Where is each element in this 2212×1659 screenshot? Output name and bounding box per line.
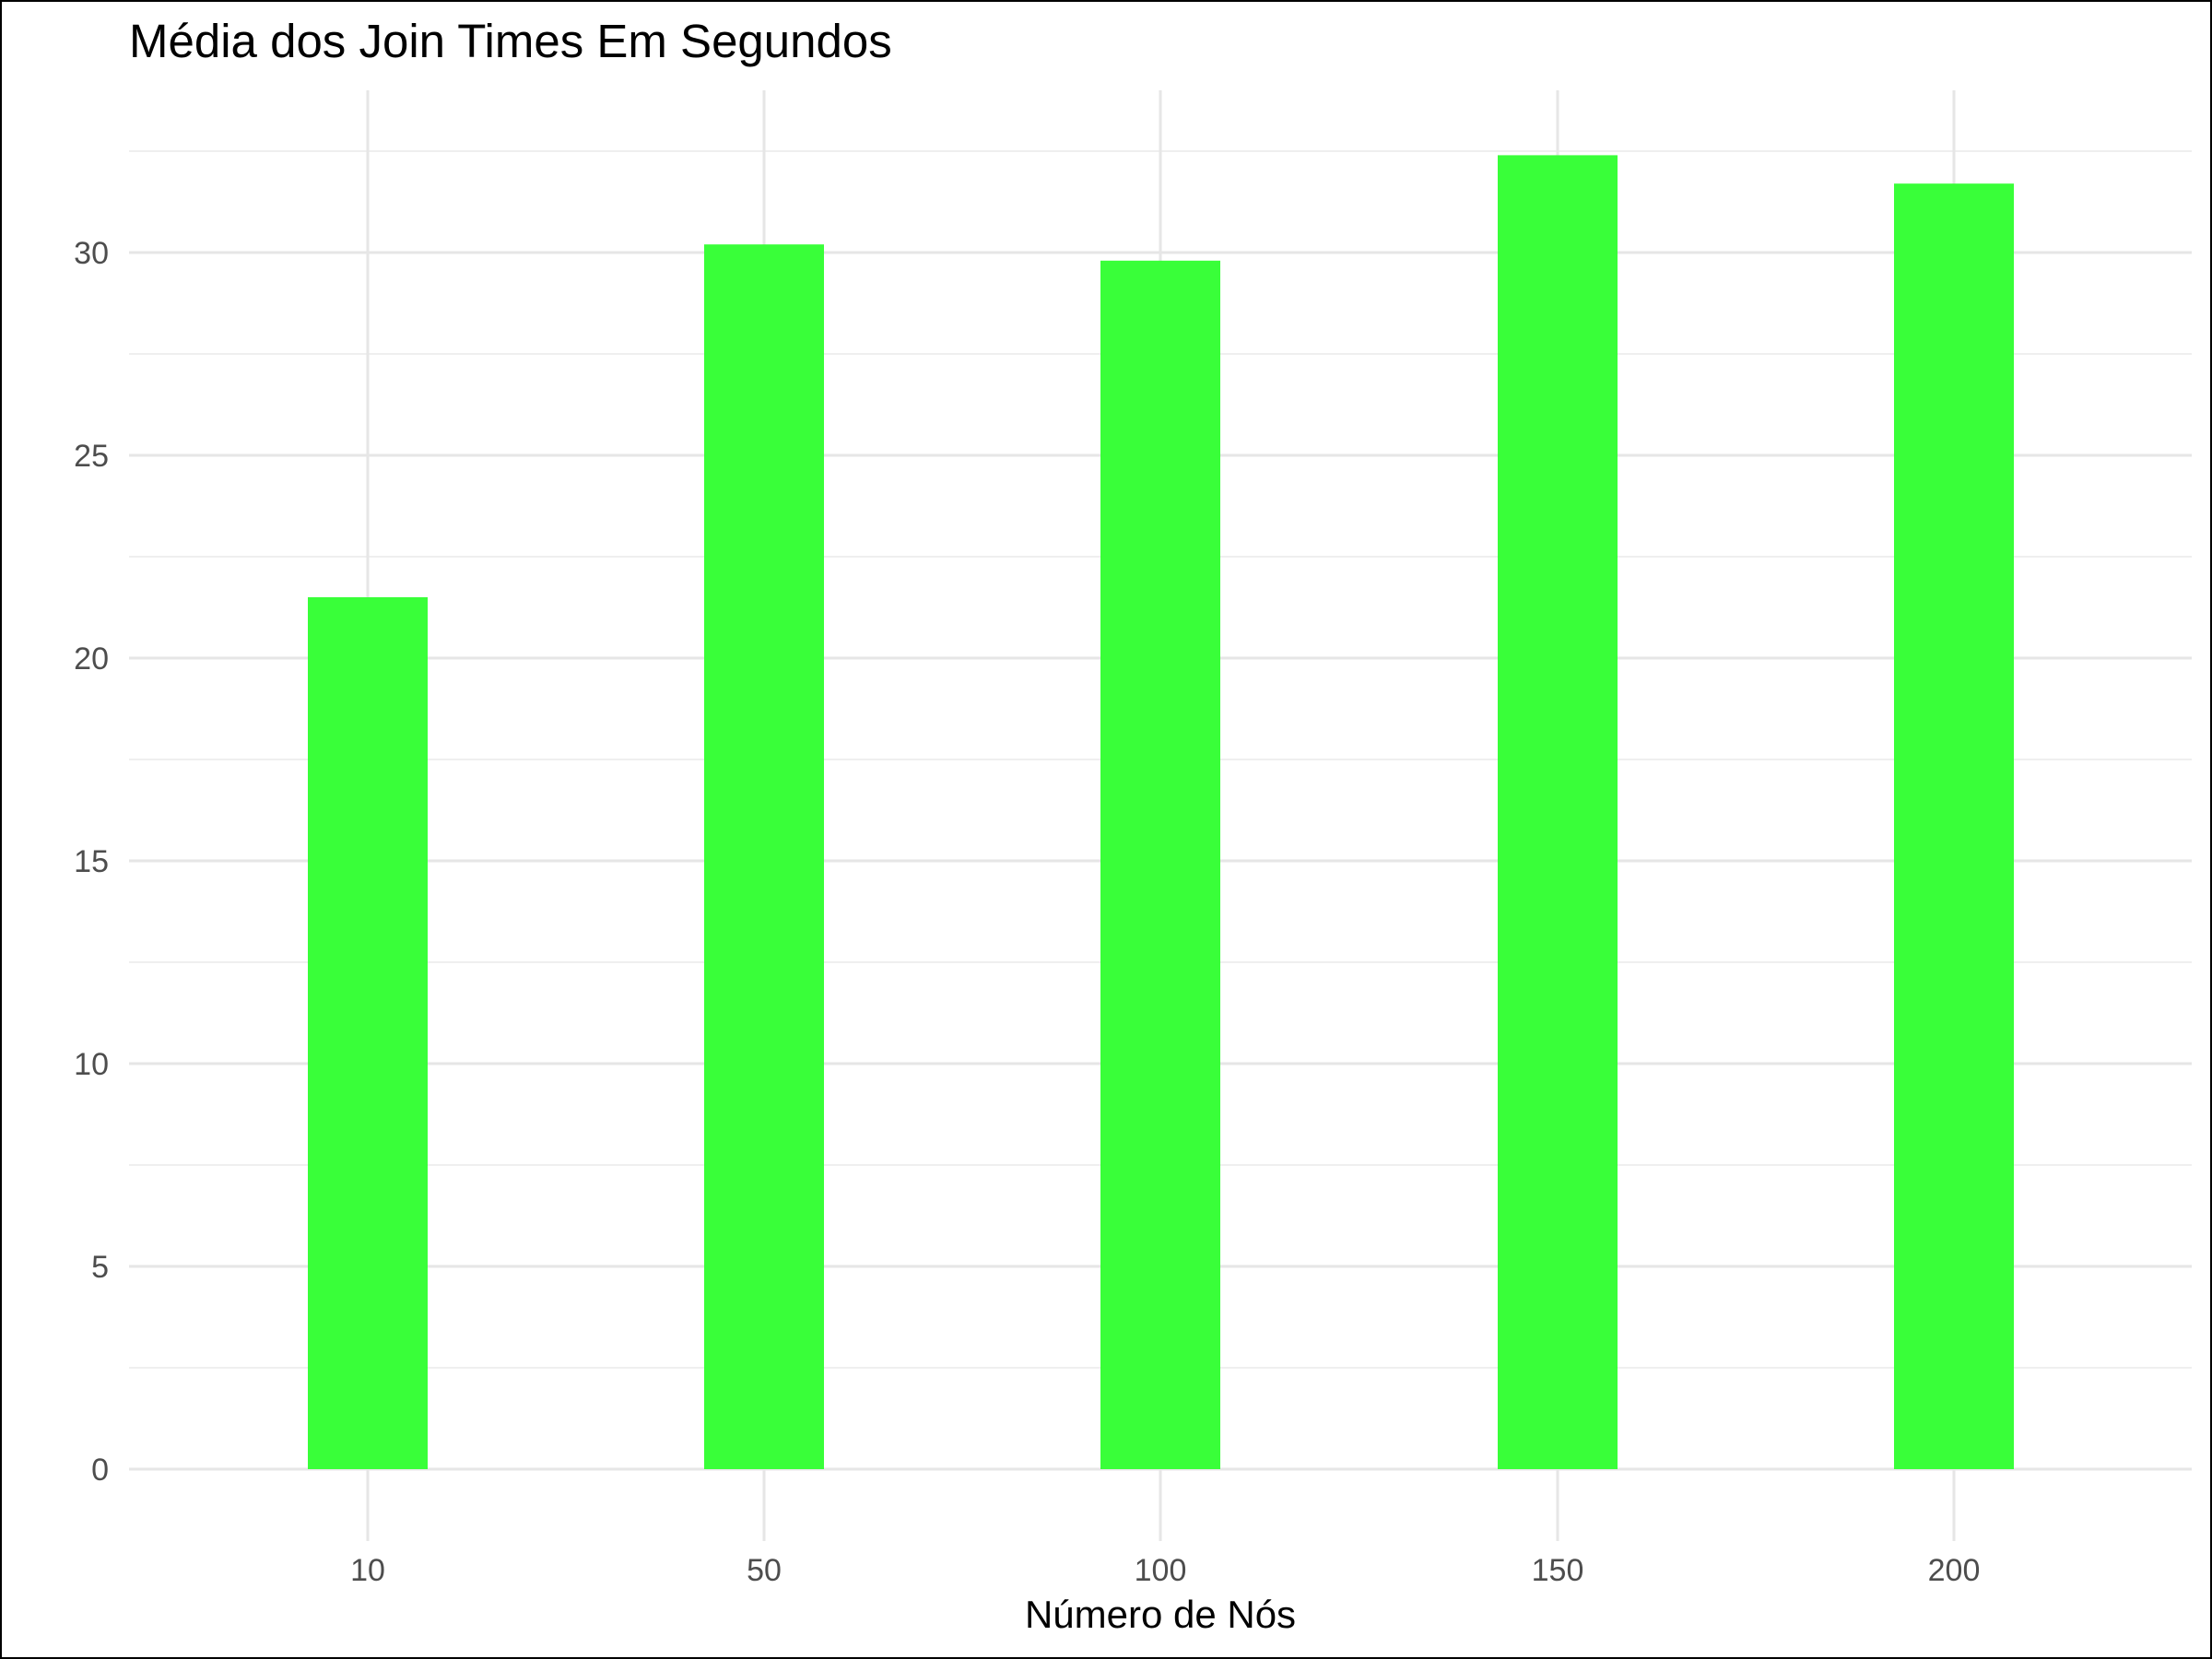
y-tick-label: 20 bbox=[74, 641, 109, 677]
x-tick-label: 150 bbox=[1532, 1553, 1584, 1588]
bar-10 bbox=[308, 597, 428, 1469]
x-axis-ticks: 10 50 100 150 200 bbox=[350, 1553, 1980, 1588]
y-tick-label: 0 bbox=[91, 1453, 109, 1488]
x-tick-label: 100 bbox=[1135, 1553, 1187, 1588]
y-tick-label: 10 bbox=[74, 1047, 109, 1082]
x-tick-label: 200 bbox=[1928, 1553, 1981, 1588]
x-axis-label: Número de Nós bbox=[1025, 1593, 1296, 1636]
y-tick-label: 5 bbox=[91, 1250, 109, 1285]
bar-150 bbox=[1498, 155, 1618, 1469]
y-tick-label: 15 bbox=[74, 844, 109, 879]
y-axis-ticks: 0 5 10 15 20 25 30 bbox=[74, 236, 109, 1488]
bar-50 bbox=[704, 244, 824, 1470]
y-tick-label: 25 bbox=[74, 439, 109, 474]
bar-200 bbox=[1894, 183, 2014, 1470]
chart-title: Média dos Join Times Em Segundos bbox=[129, 15, 892, 67]
x-tick-label: 10 bbox=[350, 1553, 385, 1588]
bar-100 bbox=[1100, 260, 1220, 1469]
y-tick-label: 30 bbox=[74, 236, 109, 271]
x-tick-label: 50 bbox=[747, 1553, 782, 1588]
bars bbox=[308, 155, 2014, 1470]
